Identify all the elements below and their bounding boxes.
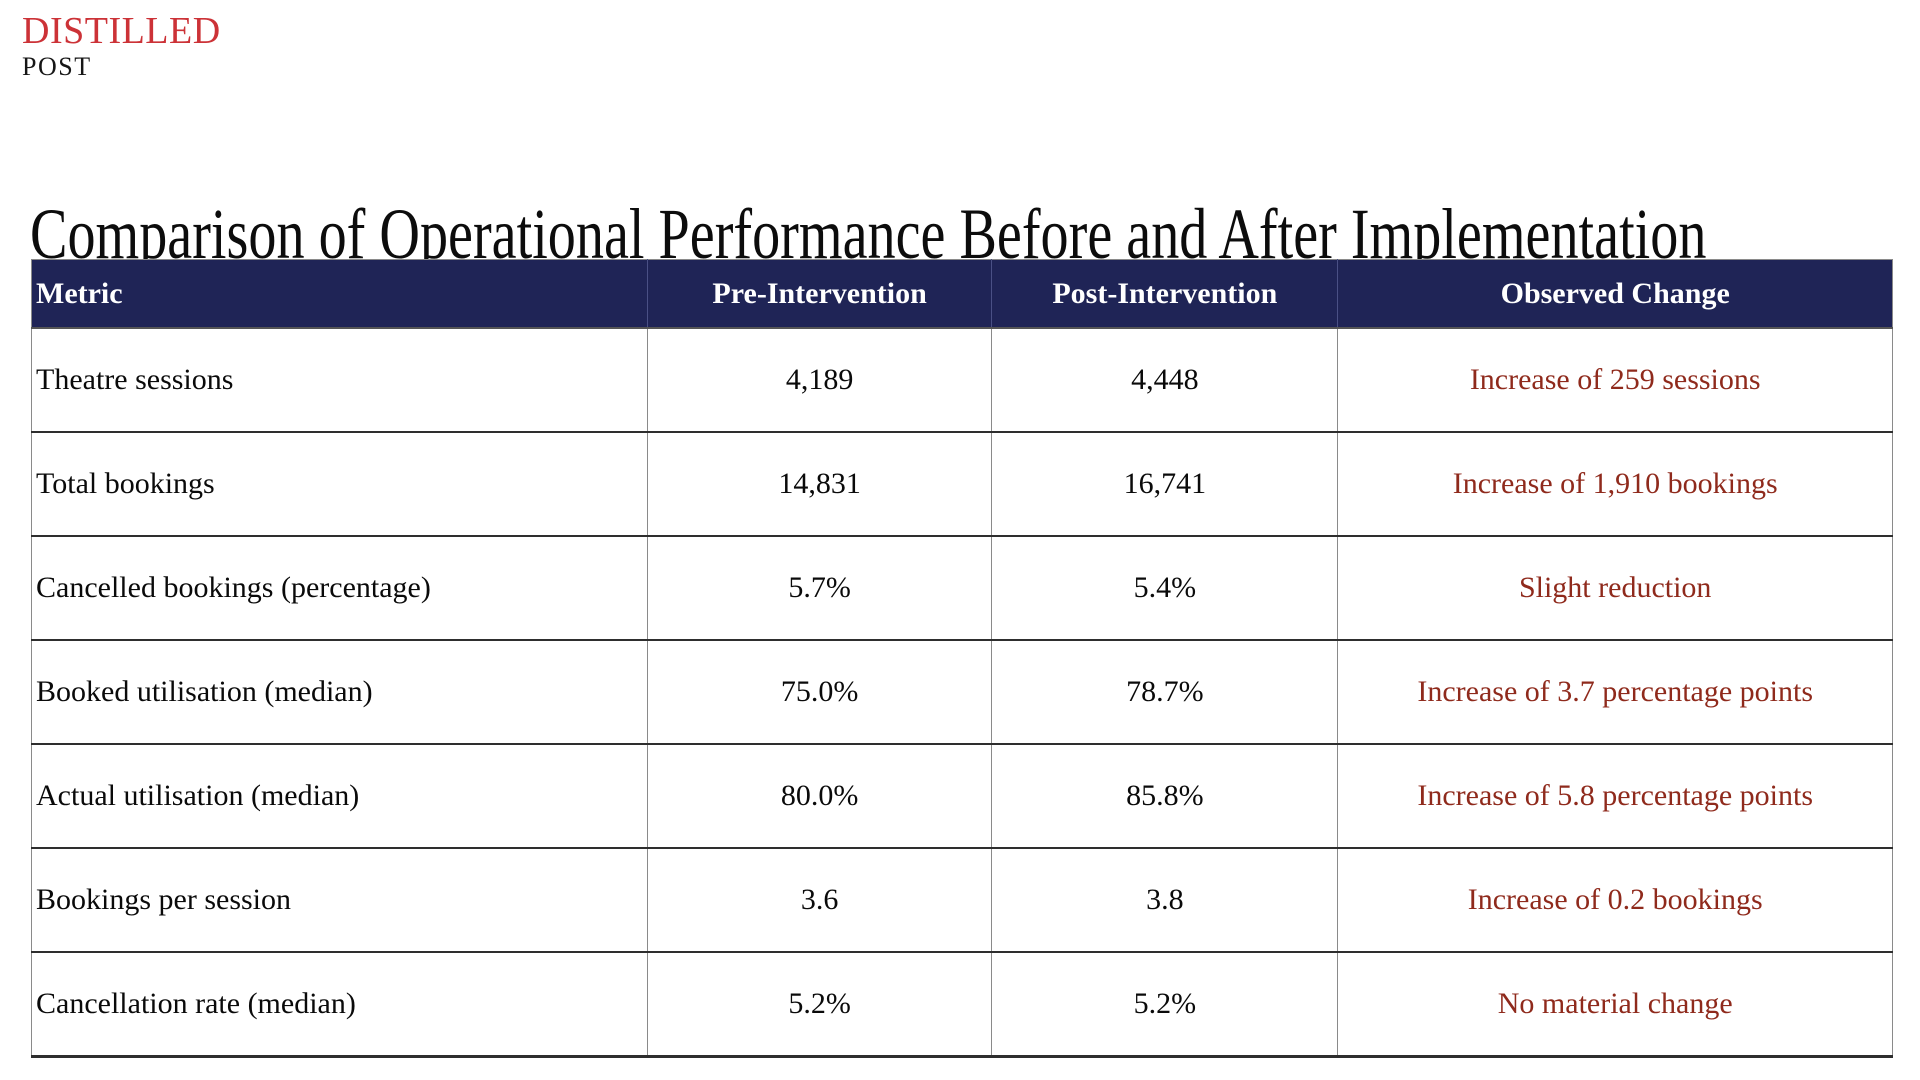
post-intervention-cell: 5.2% — [991, 951, 1339, 1057]
table-row: Bookings per session 3.6 3.8 Increase of… — [31, 847, 1893, 952]
post-intervention-cell: 78.7% — [991, 639, 1339, 744]
pre-intervention-cell: 5.2% — [647, 951, 993, 1057]
table-row: Theatre sessions 4,189 4,448 Increase of… — [31, 327, 1893, 432]
brand-name-distilled: DISTILLED — [22, 10, 221, 52]
observed-change-cell: Increase of 259 sessions — [1337, 327, 1893, 432]
pre-intervention-cell: 4,189 — [647, 327, 993, 432]
metric-cell: Cancelled bookings (percentage) — [31, 535, 648, 640]
metric-cell: Total bookings — [31, 431, 648, 536]
column-header-post-intervention: Post-Intervention — [991, 259, 1339, 328]
column-header-pre-intervention: Pre-Intervention — [647, 259, 993, 328]
column-header-metric: Metric — [31, 259, 648, 328]
pre-intervention-cell: 14,831 — [647, 431, 993, 536]
observed-change-cell: No material change — [1337, 951, 1893, 1057]
observed-change-cell: Increase of 3.7 percentage points — [1337, 639, 1893, 744]
post-intervention-cell: 16,741 — [991, 431, 1339, 536]
table-header-row: Metric Pre-Intervention Post-Interventio… — [31, 259, 1893, 328]
pre-intervention-cell: 80.0% — [647, 743, 993, 848]
table-row: Booked utilisation (median) 75.0% 78.7% … — [31, 639, 1893, 744]
comparison-table: Metric Pre-Intervention Post-Interventio… — [31, 259, 1893, 1058]
table-row: Cancelled bookings (percentage) 5.7% 5.4… — [31, 535, 1893, 640]
metric-cell: Theatre sessions — [31, 327, 648, 432]
brand-name-post: POST — [22, 52, 92, 81]
post-intervention-cell: 3.8 — [991, 847, 1339, 952]
post-intervention-cell: 85.8% — [991, 743, 1339, 848]
page-title: Comparison of Operational Performance Be… — [30, 194, 1707, 275]
pre-intervention-cell: 75.0% — [647, 639, 993, 744]
metric-cell: Bookings per session — [31, 847, 648, 952]
column-header-observed-change: Observed Change — [1337, 259, 1893, 328]
metric-cell: Cancellation rate (median) — [31, 951, 648, 1057]
post-intervention-cell: 5.4% — [991, 535, 1339, 640]
observed-change-cell: Increase of 0.2 bookings — [1337, 847, 1893, 952]
observed-change-cell: Increase of 5.8 percentage points — [1337, 743, 1893, 848]
post-intervention-cell: 4,448 — [991, 327, 1339, 432]
metric-cell: Actual utilisation (median) — [31, 743, 648, 848]
metric-cell: Booked utilisation (median) — [31, 639, 648, 744]
performance-comparison-table: Metric Pre-Intervention Post-Interventio… — [31, 259, 1893, 1058]
table-row: Actual utilisation (median) 80.0% 85.8% … — [31, 743, 1893, 848]
pre-intervention-cell: 5.7% — [647, 535, 993, 640]
table-row: Total bookings 14,831 16,741 Increase of… — [31, 431, 1893, 536]
observed-change-cell: Slight reduction — [1337, 535, 1893, 640]
observed-change-cell: Increase of 1,910 bookings — [1337, 431, 1893, 536]
table-row: Cancellation rate (median) 5.2% 5.2% No … — [31, 951, 1893, 1057]
pre-intervention-cell: 3.6 — [647, 847, 993, 952]
brand-logo[interactable]: DISTILLED POST — [22, 12, 221, 80]
